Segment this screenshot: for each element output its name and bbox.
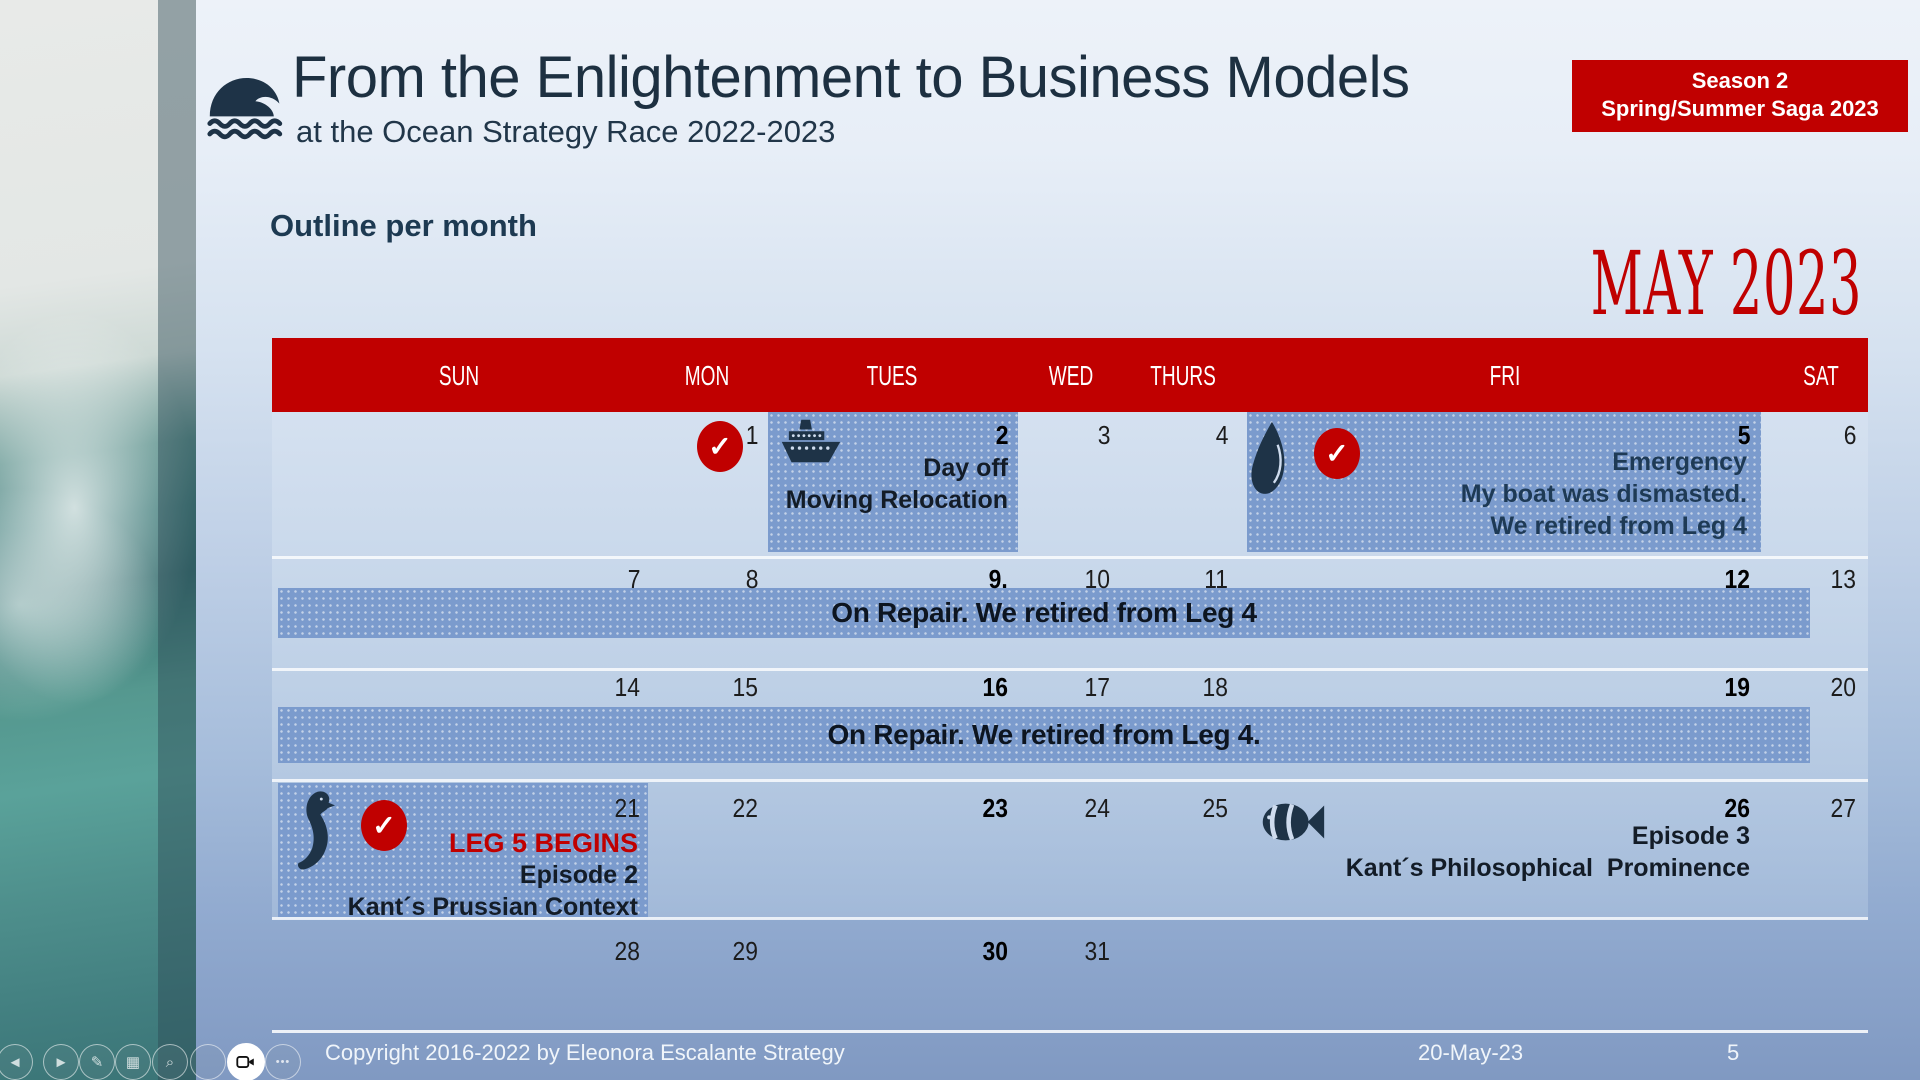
event-may2-line2: Moving Relocation: [785, 486, 1008, 514]
slide-title: From the Enlightenment to Business Model…: [292, 45, 1410, 110]
banner-week2-text: On Repair. We retired from Leg 4: [831, 597, 1257, 628]
day-11: 11: [1204, 564, 1228, 594]
day-14: 14: [614, 672, 640, 702]
previous-slide-button[interactable]: ◄: [0, 1044, 33, 1080]
all-slides-button[interactable]: ▦: [115, 1044, 151, 1080]
event-may21-leg5: LEG 5 BEGINS Episode 2 Kant´s Prussian C…: [278, 783, 648, 921]
day-22: 22: [732, 793, 758, 823]
day-12: 12: [1724, 564, 1750, 594]
footer-date: 20-May-23: [1418, 1040, 1524, 1065]
footer-copyright: Copyright 2016-2022 by Eleonora Escalant…: [325, 1040, 845, 1065]
day-28: 28: [614, 936, 640, 966]
day-16: 16: [982, 672, 1008, 702]
captions-button[interactable]: [190, 1044, 226, 1080]
day-17: 17: [1084, 672, 1110, 702]
day-18: 18: [1202, 672, 1228, 702]
next-slide-button[interactable]: ►: [43, 1044, 79, 1080]
day-5: 5: [1737, 420, 1750, 450]
day-header-tues: TUES: [866, 360, 918, 391]
day-31: 31: [1084, 936, 1110, 966]
day-25: 25: [1202, 793, 1228, 823]
day-header-sat: SAT: [1803, 360, 1839, 391]
seahorse-icon: [297, 791, 335, 870]
day-30: 30: [982, 936, 1008, 966]
day-6: 6: [1843, 420, 1856, 450]
day-21: 21: [614, 793, 640, 823]
event-may26-line1: Episode 3: [1631, 822, 1750, 850]
day-header-fri: FRI: [1489, 360, 1521, 391]
month-title: MAY 2023: [1590, 232, 1862, 335]
weekday-header-bar: [272, 338, 1868, 412]
day-header-mon: MON: [684, 360, 730, 391]
day-2: 2: [995, 420, 1008, 450]
week-separator-3: [272, 779, 1868, 782]
event-may5-line2: My boat was dismasted.: [1460, 480, 1747, 508]
day-7: 7: [627, 564, 640, 594]
event-may5-emergency: Emergency My boat was dismasted. We reti…: [1247, 412, 1761, 552]
banner-week3-text: On Repair. We retired from Leg 4.: [827, 719, 1261, 750]
day-header-thurs: THURS: [1150, 360, 1216, 391]
zoom-slide-button[interactable]: ⌕: [152, 1044, 188, 1080]
season-badge: Season 2 Spring/Summer Saga 2023: [1572, 60, 1908, 132]
event-may21-line3: Kant´s Prussian Context: [347, 893, 638, 921]
slide-subtitle: at the Ocean Strategy Race 2022-2023: [296, 114, 836, 149]
check-circle-may1: ✓: [697, 421, 743, 472]
banner-on-repair-week2: On Repair. We retired from Leg 4: [278, 588, 1810, 638]
ship-icon: [781, 419, 841, 463]
day-29: 29: [732, 936, 758, 966]
camera-button[interactable]: [227, 1043, 265, 1080]
camera-icon: [236, 1056, 254, 1068]
season-badge-line2: Spring/Summer Saga 2023: [1601, 96, 1879, 121]
week-separator-4: [272, 917, 1868, 920]
shell-icon: [1251, 421, 1285, 494]
day-24: 24: [1084, 793, 1110, 823]
day-10: 10: [1084, 564, 1110, 594]
week-separator-2: [272, 668, 1868, 671]
event-may5-line1: Emergency: [1612, 448, 1747, 476]
day-15: 15: [732, 672, 758, 702]
event-may26-episode3: Episode 3 Kant´s Philosophical Prominenc…: [1346, 820, 1750, 884]
pen-button[interactable]: ✎: [79, 1044, 115, 1080]
event-may5-line3: We retired from Leg 4: [1490, 512, 1747, 540]
clownfish-icon: [1262, 803, 1325, 841]
event-may21-line1: LEG 5 BEGINS: [448, 828, 638, 858]
footer-divider-line: [272, 1030, 1868, 1033]
day-3: 3: [1097, 420, 1110, 450]
season-badge-line1: Season 2: [1691, 68, 1789, 93]
check-circle-may5: ✓: [1314, 428, 1360, 479]
event-may21-line2: Episode 2: [519, 861, 638, 889]
day-header-wed: WED: [1048, 360, 1094, 391]
day-8: 8: [745, 564, 758, 594]
banner-on-repair-week3: On Repair. We retired from Leg 4.: [278, 707, 1810, 763]
check-circle-may21: ✓: [361, 800, 407, 851]
day-20: 20: [1830, 672, 1856, 702]
day-27: 27: [1830, 793, 1856, 823]
week-separator-1: [272, 556, 1868, 559]
day-26: 26: [1724, 793, 1750, 823]
day-1: 1: [745, 420, 758, 450]
day-4: 4: [1215, 420, 1228, 450]
day-13: 13: [1830, 564, 1856, 594]
day-9: 9.: [988, 564, 1008, 594]
ocean-wave-photo-strip: [0, 0, 196, 1080]
event-may26-line2: Kant´s Philosophical Prominence: [1345, 854, 1750, 882]
day-23: 23: [982, 793, 1008, 823]
more-options-button[interactable]: •••: [265, 1044, 301, 1080]
day-header-sun: SUN: [438, 360, 480, 391]
event-may2-line1: Day off: [923, 454, 1008, 482]
footer-page-number: 5: [1727, 1040, 1740, 1065]
day-19: 19: [1724, 672, 1750, 702]
wave-logo-icon: [207, 78, 283, 140]
section-heading: Outline per month: [270, 208, 537, 243]
